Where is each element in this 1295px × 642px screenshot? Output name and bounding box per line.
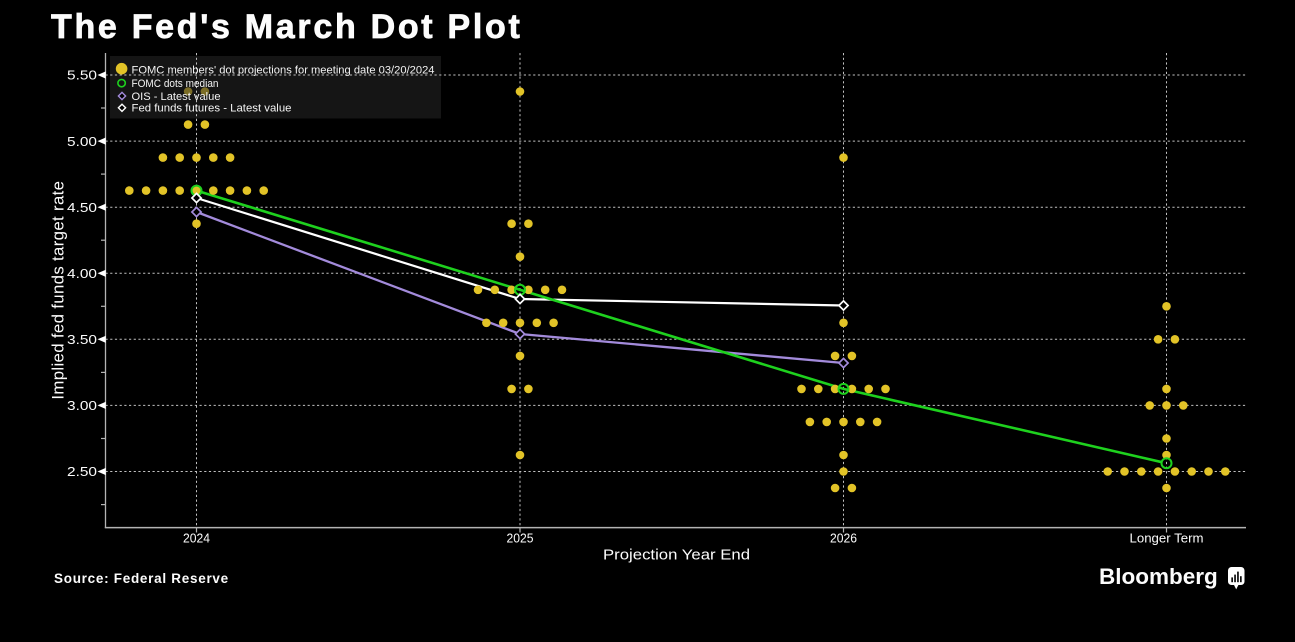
svg-text:3.00: 3.00	[67, 398, 97, 413]
svg-text:3.50: 3.50	[67, 332, 97, 347]
svg-text:5.50: 5.50	[67, 68, 97, 83]
svg-text:2024: 2024	[183, 532, 210, 546]
svg-text:OIS - Latest value: OIS - Latest value	[132, 91, 221, 103]
svg-text:Longer Term: Longer Term	[1130, 532, 1204, 546]
svg-text:4.50: 4.50	[67, 200, 97, 215]
svg-text:Implied fed funds target rate: Implied fed funds target rate	[48, 181, 67, 400]
svg-text:2026: 2026	[830, 532, 857, 546]
svg-text:Projection Year End: Projection Year End	[603, 547, 750, 564]
svg-text:FOMC dots median: FOMC dots median	[132, 78, 219, 90]
svg-text:FOMC members' dot projections: FOMC members' dot projections for meetin…	[132, 65, 435, 77]
svg-text:2025: 2025	[507, 532, 534, 546]
svg-text:5.00: 5.00	[67, 134, 97, 149]
svg-text:4.00: 4.00	[67, 266, 97, 281]
svg-text:2.50: 2.50	[67, 464, 97, 479]
svg-text:Fed funds futures - Latest val: Fed funds futures - Latest value	[132, 103, 292, 115]
